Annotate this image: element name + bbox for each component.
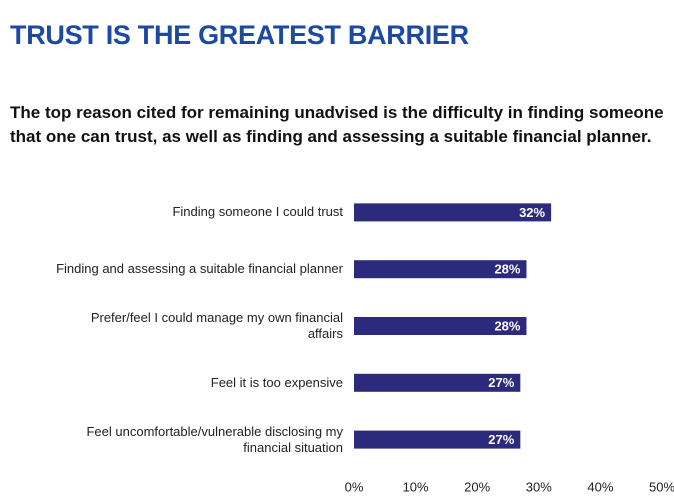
bar <box>354 373 521 392</box>
value-label: 32% <box>519 205 545 220</box>
x-tick-label: 40% <box>587 479 613 494</box>
value-label: 28% <box>494 318 520 333</box>
x-tick-label: 20% <box>464 479 490 494</box>
x-tick-label: 50% <box>649 479 674 494</box>
page-title: TRUST IS THE GREATEST BARRIER <box>10 20 469 50</box>
bar <box>354 203 552 222</box>
bar <box>354 317 527 335</box>
value-label: 28% <box>494 262 520 277</box>
bar <box>354 430 521 449</box>
x-tick-label: 30% <box>526 479 552 494</box>
category-label: Finding someone I could trust <box>172 204 343 220</box>
x-tick-label: 10% <box>403 479 429 494</box>
category-label: Prefer/feel I could manage my own financ… <box>90 310 343 341</box>
value-label: 27% <box>488 375 514 390</box>
category-label: Finding and assessing a suitable financi… <box>56 261 343 277</box>
bar <box>354 260 527 279</box>
category-label: Feel uncomfortable/vulnerable disclosing… <box>86 423 343 455</box>
category-label: Feel it is too expensive <box>210 374 343 390</box>
x-tick-label: 0% <box>345 479 364 494</box>
chart-subtitle: The top reason cited for remaining unadv… <box>10 103 664 146</box>
value-label: 27% <box>488 432 514 447</box>
